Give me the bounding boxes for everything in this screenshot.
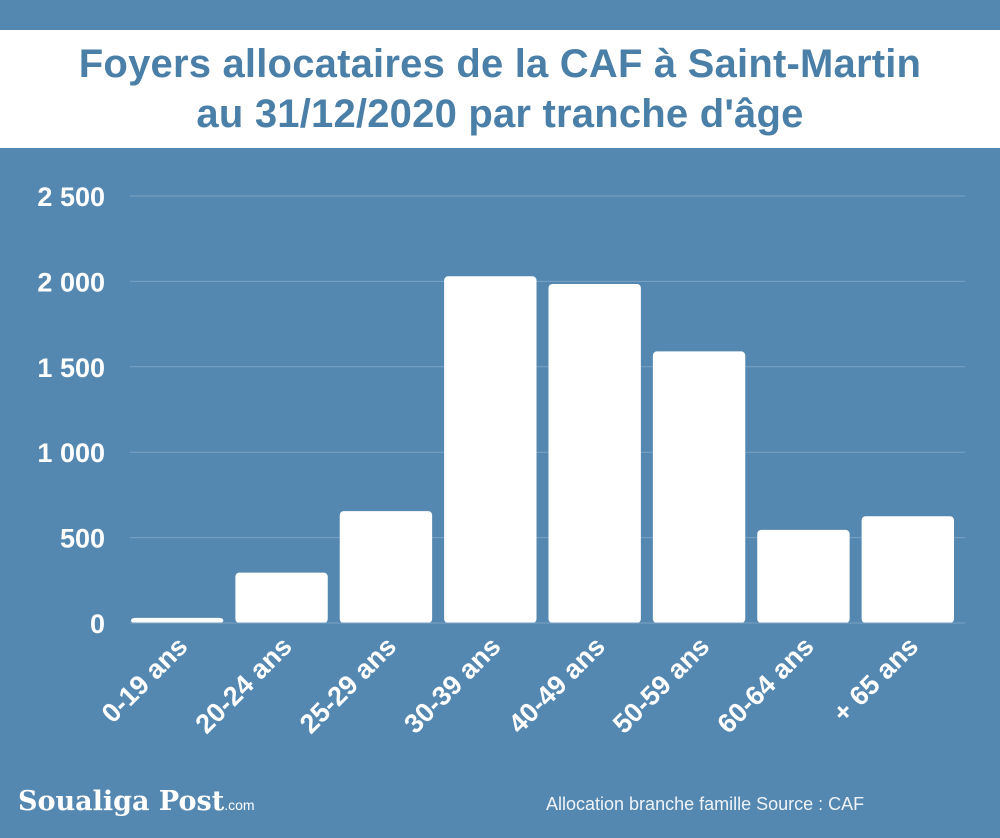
x-tick-label: 0-19 ans — [96, 631, 194, 729]
x-tick-label: 40-49 ans — [503, 631, 611, 739]
y-tick-label: 2 500 — [37, 182, 105, 212]
chart-title-line-2: au 31/12/2020 par tranche d'âge — [196, 92, 804, 136]
x-tick-label: 20-24 ans — [190, 631, 298, 739]
y-tick-label: 1 000 — [37, 438, 105, 468]
y-tick-label: 500 — [60, 524, 105, 554]
x-tick-label: 25-29 ans — [294, 631, 402, 739]
bar — [652, 351, 746, 623]
bar — [548, 283, 641, 623]
bar — [861, 516, 954, 623]
x-tick-label: 60-64 ans — [711, 631, 819, 739]
y-tick-label: 2 000 — [37, 267, 105, 297]
x-tick-label: 30-39 ans — [398, 631, 506, 739]
bar — [235, 572, 328, 623]
brand-logo-suffix: .com — [224, 797, 255, 813]
y-tick-label: 1 500 — [37, 353, 105, 383]
y-tick-label: 0 — [90, 609, 105, 639]
bar — [444, 276, 537, 623]
bar — [339, 511, 433, 623]
brand-logo-main: Soualiga Post — [18, 786, 225, 817]
bar — [757, 529, 850, 623]
brand-logo: Soualiga Post.com — [18, 786, 255, 817]
chart-title: Foyers allocataires de la CAF à Saint-Ma… — [0, 30, 1000, 148]
chart-title-line-1: Foyers allocataires de la CAF à Saint-Ma… — [78, 42, 922, 86]
bar — [131, 617, 224, 623]
x-tick-label: + 65 ans — [827, 631, 924, 728]
x-tick-label: 50-59 ans — [607, 631, 715, 739]
source-note: Allocation branche famille Source : CAF — [546, 794, 865, 814]
